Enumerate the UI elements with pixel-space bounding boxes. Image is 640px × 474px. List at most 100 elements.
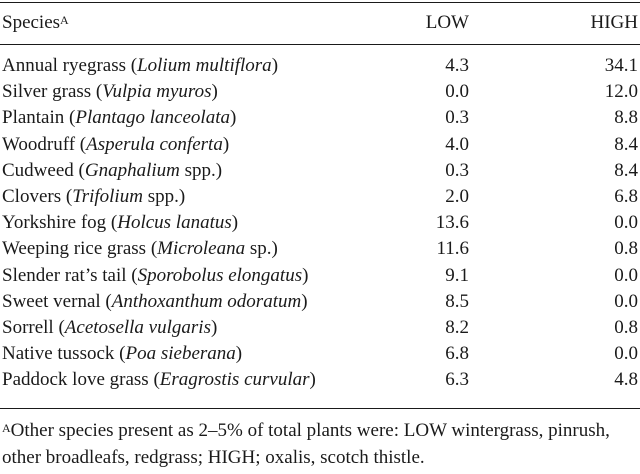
species-latin-name: Trifolium [72, 185, 143, 207]
species-column-header: SpeciesA [2, 12, 69, 34]
high-value: 0.0 [614, 343, 638, 365]
species-name: Paddock love grass (Eragrostis curvular) [2, 370, 316, 390]
species-name: Sweet vernal (Anthoxanthum odoratum) [2, 290, 308, 312]
table-row: Weeping rice grass (Microleana sp.) 11.6 0… [0, 239, 640, 265]
species-common-name: Silver grass ( [2, 81, 103, 103]
table-header-rule [0, 44, 640, 45]
table-row: Sorrell (Acetosella vulgaris) 8.2 0.8 [0, 316, 640, 344]
high-value: 8.4 [614, 159, 638, 181]
species-common-name: Sorrell ( [2, 316, 65, 338]
species-common-name: Annual ryegrass ( [2, 55, 138, 76]
table-row: Paddock love grass (Eragrostis curvular)… [0, 370, 640, 396]
species-latin-name: Eragrostis curvular [159, 369, 310, 391]
low-value: 6.8 [445, 343, 469, 365]
species-common-name: Paddock love grass ( [2, 369, 160, 391]
species-common-name: Native tussock ( [2, 343, 126, 365]
species-latin-name: Gnaphalium [84, 159, 180, 181]
low-value: 2.0 [445, 185, 469, 207]
species-name-suffix: sp.) [245, 238, 278, 260]
species-name: Weeping rice grass (Microleana sp.) [2, 239, 278, 259]
species-common-name: Sweet vernal ( [2, 290, 112, 312]
table-row: Slender rat’s tail (Sporobolus elongatus… [0, 264, 640, 292]
high-value: 4.8 [614, 369, 638, 391]
species-name: Native tussock (Poa sieberana) [2, 344, 242, 364]
table-row: Silver grass (Vulpia myuros) 0.0 12.0 [0, 82, 640, 108]
low-value: 4.0 [445, 133, 469, 155]
species-footnote-mark: A [60, 13, 69, 27]
table-row: Clovers (Trifolium spp.) 2.0 6.8 [0, 185, 640, 213]
species-common-name: Yorkshire fog ( [2, 212, 118, 234]
species-name-suffix: spp.) [142, 185, 186, 207]
high-value: 0.0 [614, 212, 638, 234]
table-row: Annual ryegrass (Lolium multiflora) 4.3 34… [0, 56, 640, 82]
species-name: Plantain (Plantago lanceolata) [2, 108, 236, 128]
low-value: 8.5 [445, 290, 469, 312]
low-value: 0.3 [445, 107, 469, 129]
low-value: 13.6 [435, 212, 469, 234]
high-value: 0.8 [614, 238, 638, 260]
footnote-text: Other species present as 2–5% of total p… [2, 420, 610, 468]
species-common-name: Plantain ( [2, 107, 76, 129]
high-value: 34.1 [604, 55, 638, 76]
species-name-suffix: ) [222, 133, 230, 155]
species-latin-name: Plantago lanceolata [75, 107, 230, 129]
high-value: 6.8 [614, 185, 638, 207]
species-name: Cudweed (Gnaphalium spp.) [2, 159, 223, 181]
species-name-suffix: ) [309, 369, 316, 391]
species-name-suffix: ) [231, 212, 239, 234]
footnote-mark: A [2, 421, 11, 435]
low-value: 8.2 [445, 316, 469, 338]
high-column-header: HIGH [590, 12, 639, 33]
table-row: Woodruff (Asperula conferta) 4.0 8.4 [0, 133, 640, 161]
species-latin-name: Anthoxanthum odoratum [111, 290, 302, 312]
species-name: Woodruff (Asperula conferta) [2, 133, 230, 155]
species-latin-name: Microleana [157, 238, 246, 260]
high-value: 0.0 [614, 264, 638, 286]
low-value: 0.3 [445, 159, 469, 181]
high-value: 0.8 [614, 316, 638, 338]
species-latin-name: Asperula conferta [86, 133, 223, 155]
table-footnote: AOther species present as 2–5% of total … [2, 418, 638, 471]
low-column-header: LOW [425, 12, 469, 33]
table-row: Sweet vernal (Anthoxanthum odoratum) 8.5 0… [0, 290, 640, 318]
species-common-name: Woodruff ( [2, 133, 87, 155]
table-top-rule [0, 2, 640, 3]
species-latin-name: Vulpia myuros [102, 81, 212, 103]
high-value: 8.4 [614, 133, 638, 155]
species-name-suffix: ) [302, 264, 309, 286]
species-latin-name: Lolium multiflora [137, 55, 272, 76]
low-value: 0.0 [445, 81, 469, 103]
table-header: SpeciesA LOW HIGH [0, 8, 640, 42]
high-value: 8.8 [614, 107, 638, 129]
species-name: Silver grass (Vulpia myuros) [2, 82, 218, 102]
species-name: Clovers (Trifolium spp.) [2, 185, 186, 207]
species-common-name: Cudweed ( [2, 159, 85, 181]
species-name-suffix: ) [229, 107, 237, 129]
species-name-suffix: ) [211, 81, 218, 103]
low-value: 4.3 [445, 55, 469, 76]
high-value: 0.0 [614, 290, 638, 312]
table-row: Yorkshire fog (Holcus lanatus) 13.6 0.0 [0, 213, 640, 239]
species-latin-name: Holcus lanatus [117, 212, 232, 234]
species-name-suffix: ) [210, 316, 218, 338]
species-name-suffix: ) [301, 290, 308, 312]
species-name: Sorrell (Acetosella vulgaris) [2, 316, 218, 338]
table-bottom-rule [0, 408, 640, 409]
species-name-suffix: spp.) [179, 159, 223, 181]
species-name: Slender rat’s tail (Sporobolus elongatus… [2, 264, 309, 286]
species-name-suffix: ) [271, 55, 279, 76]
table-body: Annual ryegrass (Lolium multiflora) 4.3 34… [0, 56, 640, 396]
table-row: Native tussock (Poa sieberana) 6.8 0.0 [0, 344, 640, 370]
species-common-name: Weeping rice grass ( [2, 238, 158, 260]
species-header-label: Species [2, 12, 61, 33]
species-latin-name: Sporobolus elongatus [137, 264, 303, 286]
species-name-suffix: ) [235, 343, 243, 365]
low-value: 11.6 [436, 238, 469, 260]
species-name: Annual ryegrass (Lolium multiflora) [2, 56, 278, 76]
high-value: 12.0 [604, 81, 638, 103]
table-row: Cudweed (Gnaphalium spp.) 0.3 8.4 [0, 159, 640, 187]
table-row: Plantain (Plantago lanceolata) 0.3 8.8 [0, 108, 640, 134]
species-latin-name: Acetosella vulgaris [64, 316, 211, 338]
low-value: 9.1 [445, 264, 469, 286]
low-value: 6.3 [445, 369, 469, 391]
